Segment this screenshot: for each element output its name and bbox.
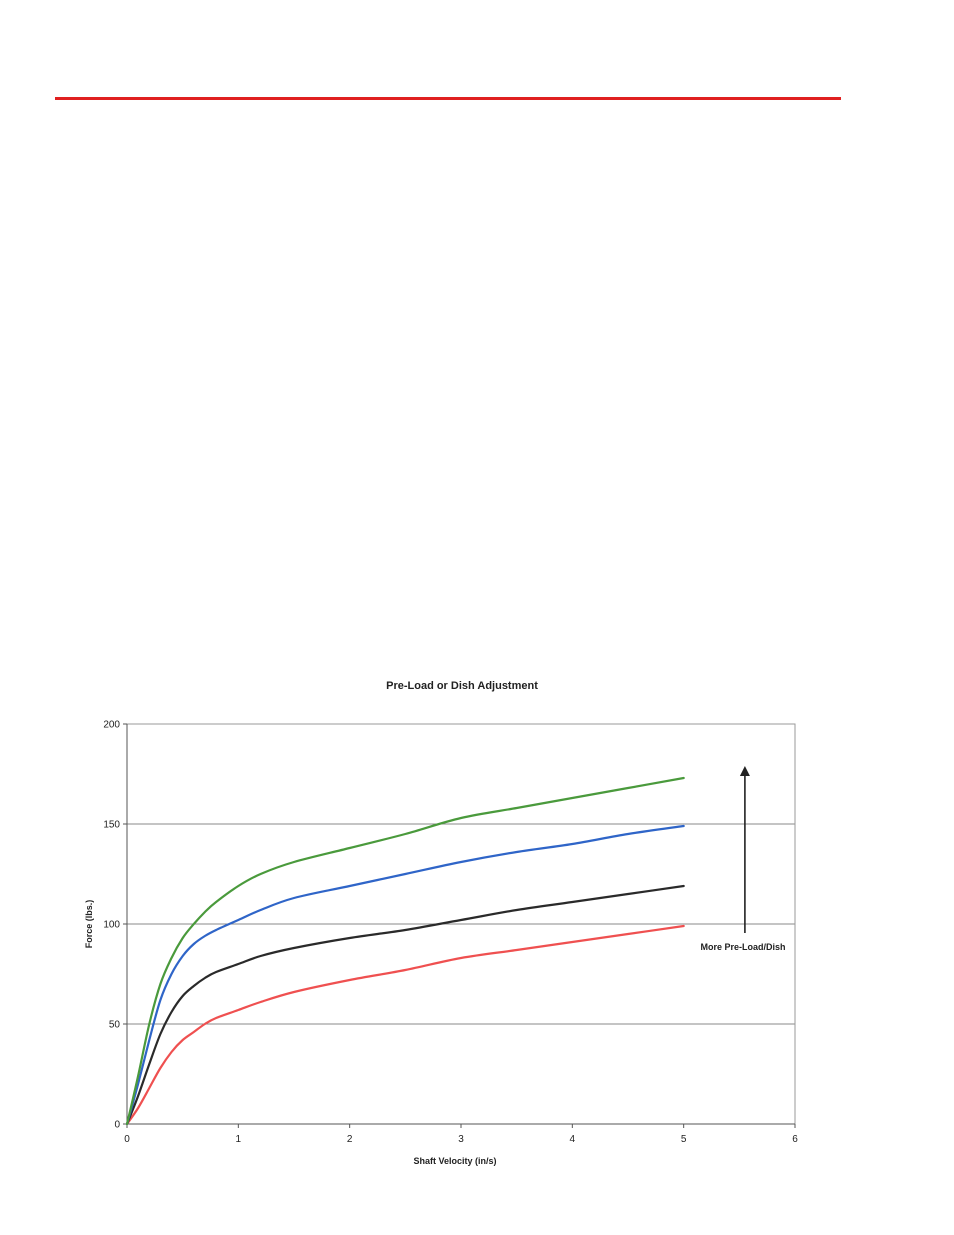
annotation-arrow-head: [739, 766, 750, 776]
y-tick-label: 100: [103, 920, 120, 931]
x-tick-label: 6: [792, 1134, 798, 1145]
y-tick-label: 50: [109, 1020, 121, 1031]
x-tick-label: 3: [458, 1134, 464, 1145]
series-lines: [125, 776, 685, 1126]
x-tick-label: 0: [124, 1134, 130, 1145]
y-tick-label: 0: [114, 1120, 120, 1131]
x-tick-label: 4: [570, 1134, 576, 1145]
chart-title: Pre-Load or Dish Adjustment: [386, 680, 538, 692]
x-tick-label: 5: [681, 1134, 687, 1145]
annotation-arrow: [739, 766, 750, 933]
x-tick-label: 1: [236, 1134, 242, 1145]
annotation-label: More Pre-Load/Dish: [700, 942, 785, 952]
y-axis-label: Force (lbs.): [84, 900, 94, 949]
y-tick-label: 150: [103, 820, 120, 831]
series-line-2: [125, 884, 685, 1126]
x-axis-label: Shaft Velocity (in/s): [413, 1156, 496, 1166]
series-line-3: [125, 824, 685, 1126]
series-line-1: [125, 924, 685, 1126]
y-tick-label: 200: [103, 720, 120, 731]
header-rule: [55, 97, 841, 100]
axes: 0 50 100 150 200 0 1 2 3 4 5 6: [103, 720, 798, 1146]
series-line-4: [125, 776, 685, 1126]
grid-lines: [127, 723, 795, 1025]
x-tick-label: 2: [347, 1134, 353, 1145]
